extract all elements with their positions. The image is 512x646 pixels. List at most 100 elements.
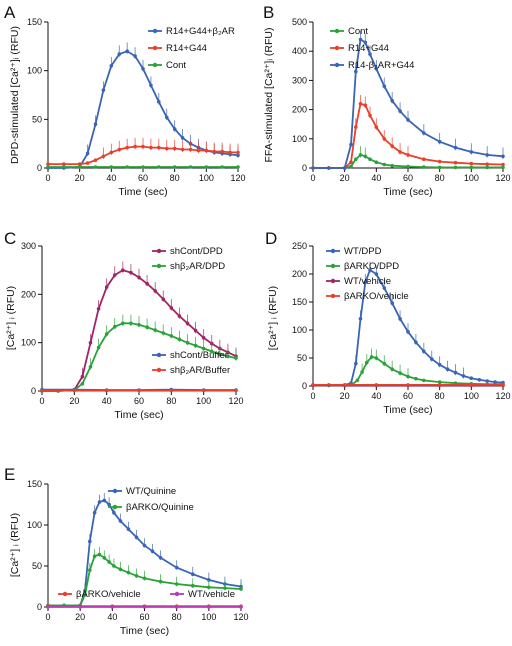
data-point <box>201 346 206 351</box>
legend-swatch-marker <box>156 248 162 254</box>
data-point <box>46 162 50 166</box>
data-point <box>355 378 360 383</box>
legend-entry: βARKO/vehicle <box>58 589 141 600</box>
data-point <box>342 383 347 387</box>
data-point <box>97 552 102 557</box>
legend-label: Cont <box>166 60 186 71</box>
data-point <box>422 157 426 161</box>
data-point <box>133 54 137 58</box>
data-point <box>102 498 107 503</box>
series-1 <box>311 95 505 170</box>
legend-swatch-marker <box>152 62 158 68</box>
y-tick-label: 50 <box>32 114 42 124</box>
legend-swatch-marker <box>156 263 162 269</box>
series-2 <box>311 30 505 170</box>
data-point <box>358 102 363 106</box>
y-tick-label: 50 <box>297 353 307 363</box>
series-1 <box>311 348 505 388</box>
legend-entry: R14+G44 <box>148 43 207 54</box>
data-point <box>363 154 368 159</box>
data-point <box>96 307 101 311</box>
data-point <box>141 144 145 149</box>
data-point <box>126 527 131 531</box>
data-point <box>406 164 410 169</box>
data-point <box>97 500 102 504</box>
data-point <box>165 115 169 120</box>
x-axis-label: Time (sec) <box>118 186 167 198</box>
data-point <box>501 165 505 170</box>
data-point <box>117 147 122 152</box>
data-point <box>157 165 161 169</box>
data-point <box>437 383 442 387</box>
data-point <box>349 142 353 147</box>
data-point <box>207 585 211 590</box>
data-point <box>382 162 387 167</box>
data-point <box>88 539 92 544</box>
x-tick-label: 80 <box>172 612 182 622</box>
data-point <box>406 383 410 387</box>
data-point <box>157 100 161 104</box>
x-tick-label: 40 <box>106 173 116 183</box>
legend-entry: Cont <box>148 60 186 71</box>
data-point <box>185 321 190 326</box>
data-point <box>374 66 379 71</box>
data-point <box>201 336 206 340</box>
data-point <box>493 380 497 384</box>
data-point <box>369 355 374 359</box>
data-point <box>390 301 395 305</box>
data-point <box>342 166 347 170</box>
data-point <box>477 378 482 382</box>
data-point <box>191 583 195 588</box>
x-tick-label: 40 <box>371 391 381 401</box>
data-point <box>358 37 363 42</box>
data-point <box>437 165 442 170</box>
data-point <box>390 367 395 372</box>
legend-swatch-marker <box>152 28 158 34</box>
x-tick-label: 80 <box>166 396 176 406</box>
series-1 <box>46 547 243 608</box>
data-point <box>349 164 353 169</box>
legend-label: R14+G44 <box>166 43 207 54</box>
data-point <box>239 587 243 591</box>
data-point <box>374 356 379 360</box>
data-point <box>212 149 217 154</box>
data-point <box>368 52 372 56</box>
legend-entry: R14+G44+β₂AR <box>148 26 235 37</box>
data-point <box>461 374 466 378</box>
x-tick-label: 40 <box>371 173 381 183</box>
legend-label: shCont/Buffer <box>170 350 228 361</box>
data-point <box>174 565 179 570</box>
data-point <box>218 352 222 357</box>
data-point <box>430 357 434 361</box>
x-axis-label: Time (sec) <box>114 409 163 421</box>
data-point <box>406 374 410 379</box>
data-point <box>157 145 161 150</box>
data-point <box>368 268 372 272</box>
legend-entry: WT/vehicle <box>326 276 391 287</box>
data-point <box>161 331 166 335</box>
data-point <box>210 349 214 354</box>
data-point <box>110 605 115 609</box>
legend-entry: WT/vehicle <box>170 589 235 600</box>
data-point <box>358 153 363 157</box>
series-0 <box>311 261 505 387</box>
data-point <box>145 325 149 330</box>
data-point <box>349 160 353 164</box>
y-tick-label: 150 <box>292 297 307 307</box>
panel-e: E 0 20 40 60 80 100 120 0 50 100 150 Time (sec) [Ca²⁺… <box>4 465 249 637</box>
data-point <box>121 321 125 326</box>
series-1 <box>46 137 240 166</box>
data-point <box>153 289 157 293</box>
x-tick-label: 0 <box>310 391 315 401</box>
legend-swatch-marker <box>62 591 68 597</box>
panel-c: C 0 20 40 60 80 100 120 0 100 200 300 Time (sec) [Ca²… <box>4 229 244 421</box>
data-point <box>382 84 387 88</box>
data-point <box>177 337 182 342</box>
panel-letter: C <box>4 229 16 248</box>
series-2 <box>46 165 240 169</box>
legend-swatch-marker <box>156 367 162 373</box>
data-point <box>354 69 358 74</box>
data-point <box>107 502 111 507</box>
data-point <box>234 356 238 360</box>
data-point <box>365 360 369 365</box>
